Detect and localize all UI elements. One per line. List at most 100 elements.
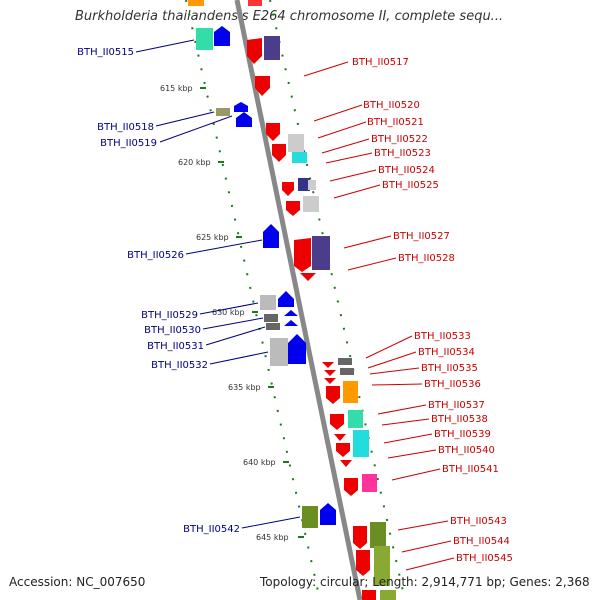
gene-label-BTH_II0517[interactable]: BTH_II0517 bbox=[352, 57, 409, 68]
gene-label-BTH_II0515[interactable]: BTH_II0515 bbox=[77, 47, 134, 58]
gene-feature[interactable] bbox=[188, 0, 204, 6]
gene-feature[interactable] bbox=[308, 180, 316, 190]
gene-feature[interactable] bbox=[260, 295, 276, 310]
gene-label-BTH_II0518[interactable]: BTH_II0518 bbox=[97, 122, 154, 133]
gene-feature[interactable] bbox=[292, 152, 307, 163]
forward-strand-genes bbox=[247, 0, 396, 600]
gene-label-BTH_II0535[interactable]: BTH_II0535 bbox=[421, 363, 478, 374]
gene-feature[interactable] bbox=[300, 273, 316, 281]
gene-feature[interactable] bbox=[312, 236, 330, 270]
gene-label-BTH_II0530[interactable]: BTH_II0530 bbox=[144, 325, 201, 336]
gene-feature[interactable] bbox=[272, 144, 286, 162]
topology-text: Topology: circular; Length: 2,914,771 bp… bbox=[260, 575, 590, 589]
gene-feature[interactable] bbox=[286, 201, 300, 216]
kbp-label-615: 615 kbp bbox=[160, 84, 193, 93]
gene-feature[interactable] bbox=[353, 526, 367, 549]
kbp-labels: 615 kbp 620 kbp 625 kbp 630 kbp 635 kbp … bbox=[160, 84, 289, 542]
gene-label-BTH_II0526[interactable]: BTH_II0526 bbox=[127, 250, 184, 261]
gene-feature[interactable] bbox=[255, 76, 270, 96]
gene-feature[interactable] bbox=[374, 546, 390, 586]
left-gene-labels: BTH_II0515 BTH_II0518 BTH_II0519 BTH_II0… bbox=[77, 47, 240, 535]
gene-label-BTH_II0538[interactable]: BTH_II0538 bbox=[431, 414, 488, 425]
map-title: Burkholderia thailandensis E264 chromoso… bbox=[75, 9, 504, 24]
gene-label-BTH_II0529[interactable]: BTH_II0529 bbox=[141, 310, 198, 321]
gene-label-BTH_II0531[interactable]: BTH_II0531 bbox=[147, 341, 204, 352]
gene-feature[interactable] bbox=[303, 196, 319, 212]
gene-label-BTH_II0528[interactable]: BTH_II0528 bbox=[398, 253, 455, 264]
gene-label-BTH_II0543[interactable]: BTH_II0543 bbox=[450, 516, 507, 527]
gene-feature[interactable] bbox=[236, 112, 252, 127]
gene-feature[interactable] bbox=[278, 291, 294, 307]
gene-feature[interactable] bbox=[266, 123, 280, 141]
gene-feature[interactable] bbox=[336, 443, 350, 457]
gene-feature[interactable] bbox=[264, 314, 278, 322]
gene-feature[interactable] bbox=[344, 478, 358, 496]
gene-feature[interactable] bbox=[322, 362, 334, 368]
gene-feature[interactable] bbox=[302, 506, 318, 528]
kbp-label-645: 645 kbp bbox=[256, 533, 289, 542]
gene-feature[interactable] bbox=[284, 320, 298, 326]
gene-feature[interactable] bbox=[248, 0, 262, 6]
gene-label-BTH_II0534[interactable]: BTH_II0534 bbox=[418, 347, 475, 358]
gene-feature[interactable] bbox=[370, 522, 386, 548]
gene-feature[interactable] bbox=[284, 310, 298, 316]
gene-feature[interactable] bbox=[298, 178, 310, 191]
gene-feature[interactable] bbox=[270, 338, 288, 366]
gene-label-BTH_II0521[interactable]: BTH_II0521 bbox=[367, 117, 424, 128]
gene-label-BTH_II0545[interactable]: BTH_II0545 bbox=[456, 553, 513, 564]
gene-feature[interactable] bbox=[324, 370, 336, 376]
gene-feature[interactable] bbox=[216, 108, 230, 116]
gene-label-BTH_II0519[interactable]: BTH_II0519 bbox=[100, 138, 157, 149]
gene-label-BTH_II0524[interactable]: BTH_II0524 bbox=[378, 165, 435, 176]
gene-feature[interactable] bbox=[288, 134, 304, 152]
kbp-label-625: 625 kbp bbox=[196, 233, 229, 242]
gene-feature[interactable] bbox=[348, 410, 363, 428]
gene-feature[interactable] bbox=[338, 358, 352, 365]
track-dots bbox=[185, 0, 406, 600]
gene-label-BTH_II0525[interactable]: BTH_II0525 bbox=[382, 180, 439, 191]
gene-feature[interactable] bbox=[266, 323, 280, 330]
reverse-strand-genes bbox=[188, 0, 336, 528]
gene-feature[interactable] bbox=[282, 182, 294, 196]
gene-feature[interactable] bbox=[343, 381, 358, 403]
gene-label-BTH_II0533[interactable]: BTH_II0533 bbox=[414, 331, 471, 342]
gene-feature[interactable] bbox=[330, 414, 344, 430]
gene-feature[interactable] bbox=[356, 550, 370, 576]
gene-feature[interactable] bbox=[362, 590, 376, 600]
kbp-label-640: 640 kbp bbox=[243, 458, 276, 467]
gene-label-BTH_II0536[interactable]: BTH_II0536 bbox=[424, 379, 481, 390]
gene-feature[interactable] bbox=[294, 238, 311, 272]
gene-feature[interactable] bbox=[264, 36, 280, 60]
gene-feature[interactable] bbox=[353, 430, 369, 457]
gene-feature[interactable] bbox=[324, 378, 336, 384]
gene-feature[interactable] bbox=[340, 460, 352, 467]
right-gene-labels: BTH_II0517 BTH_II0520 BTH_II0521 BTH_II0… bbox=[352, 57, 513, 564]
right-callout-lines bbox=[303, 61, 455, 571]
gene-feature[interactable] bbox=[288, 334, 306, 364]
gene-feature[interactable] bbox=[320, 503, 336, 525]
gene-feature[interactable] bbox=[247, 38, 262, 64]
gene-label-BTH_II0541[interactable]: BTH_II0541 bbox=[442, 464, 499, 475]
gene-label-BTH_II0522[interactable]: BTH_II0522 bbox=[371, 134, 428, 145]
gene-label-BTH_II0527[interactable]: BTH_II0527 bbox=[393, 231, 450, 242]
gene-feature[interactable] bbox=[380, 590, 396, 600]
gene-label-BTH_II0539[interactable]: BTH_II0539 bbox=[434, 429, 491, 440]
gene-feature[interactable] bbox=[196, 28, 213, 50]
gene-feature[interactable] bbox=[263, 224, 279, 248]
gene-label-BTH_II0540[interactable]: BTH_II0540 bbox=[438, 445, 495, 456]
gene-label-BTH_II0532[interactable]: BTH_II0532 bbox=[151, 360, 208, 371]
gene-feature[interactable] bbox=[340, 368, 354, 375]
gene-feature[interactable] bbox=[326, 386, 340, 404]
gene-feature[interactable] bbox=[362, 474, 377, 492]
gene-feature[interactable] bbox=[234, 102, 248, 112]
gene-label-BTH_II0537[interactable]: BTH_II0537 bbox=[428, 400, 485, 411]
gene-feature[interactable] bbox=[334, 434, 346, 441]
gene-feature[interactable] bbox=[214, 26, 230, 46]
gene-label-BTH_II0523[interactable]: BTH_II0523 bbox=[374, 148, 431, 159]
gene-label-BTH_II0544[interactable]: BTH_II0544 bbox=[453, 536, 510, 547]
gene-label-BTH_II0520[interactable]: BTH_II0520 bbox=[363, 100, 420, 111]
accession-text: Accession: NC_007650 bbox=[9, 575, 146, 589]
gene-label-BTH_II0542[interactable]: BTH_II0542 bbox=[183, 524, 240, 535]
kbp-tick-marks bbox=[200, 87, 304, 538]
